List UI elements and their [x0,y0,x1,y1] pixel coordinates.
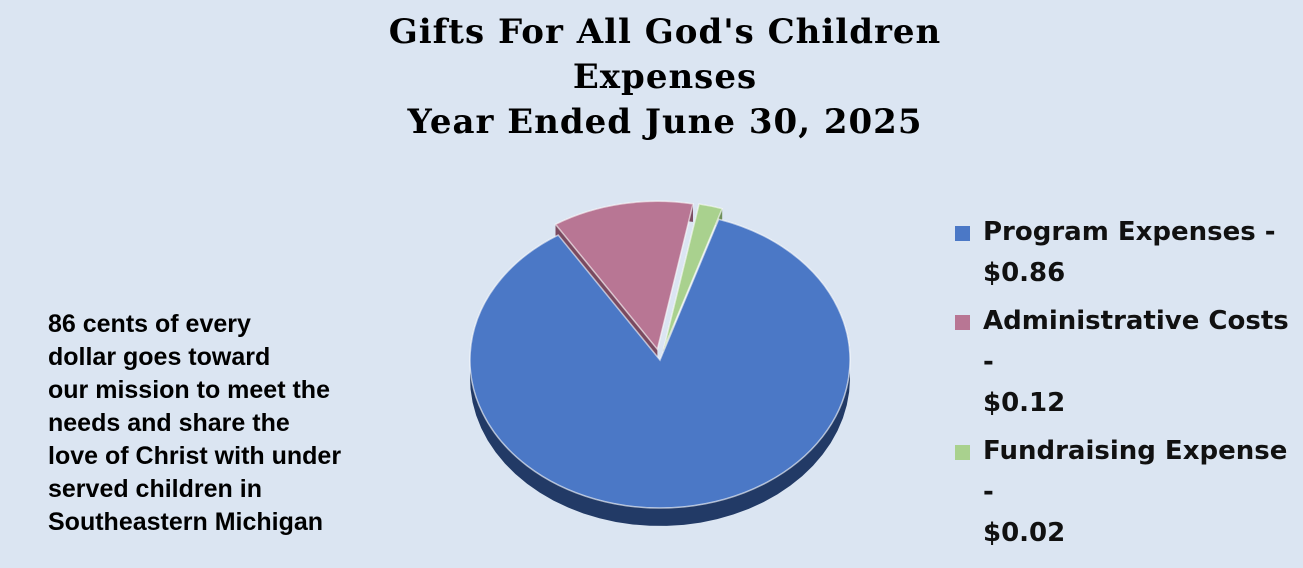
legend-item-program: Program Expenses - $0.86 [953,212,1298,294]
caption-line: dollar goes toward [48,343,271,371]
title-line-2: Expenses [572,57,758,97]
mission-caption: 86 cents of every dollar goes toward our… [48,308,428,539]
title-line-3: Year Ended June 30, 2025 [407,102,923,142]
title-line-1: Gifts For All God's Children [388,12,942,52]
caption-line: Southeastern Michigan [48,508,324,536]
legend-swatch-administrative [955,315,970,330]
legend-label-fundraising: Fundraising Expense - $0.02 [983,436,1288,548]
caption-line: our mission to meet the [48,376,330,404]
pie-chart [469,200,851,526]
caption-line: 86 cents of every [48,310,251,338]
legend-label-administrative: Administrative Costs - $0.12 [983,306,1289,418]
caption-line: needs and share the [48,409,290,437]
pie-slice-fundraising [662,203,724,350]
legend-swatch-program [955,226,970,241]
legend-swatch-fundraising [955,445,970,460]
legend-item-fundraising: Fundraising Expense - $0.02 [953,431,1298,554]
legend-label-program: Program Expenses - $0.86 [983,217,1276,288]
chart-title: Gifts For All God's Children Expenses Ye… [0,10,1303,145]
pie-slice-administrative [554,200,694,351]
caption-line: love of Christ with under [48,442,342,470]
pie-slice-program [469,218,851,509]
caption-line: served children in [48,475,262,503]
legend-item-administrative: Administrative Costs - $0.12 [953,301,1298,424]
legend: Program Expenses - $0.86 Administrative … [953,212,1298,561]
